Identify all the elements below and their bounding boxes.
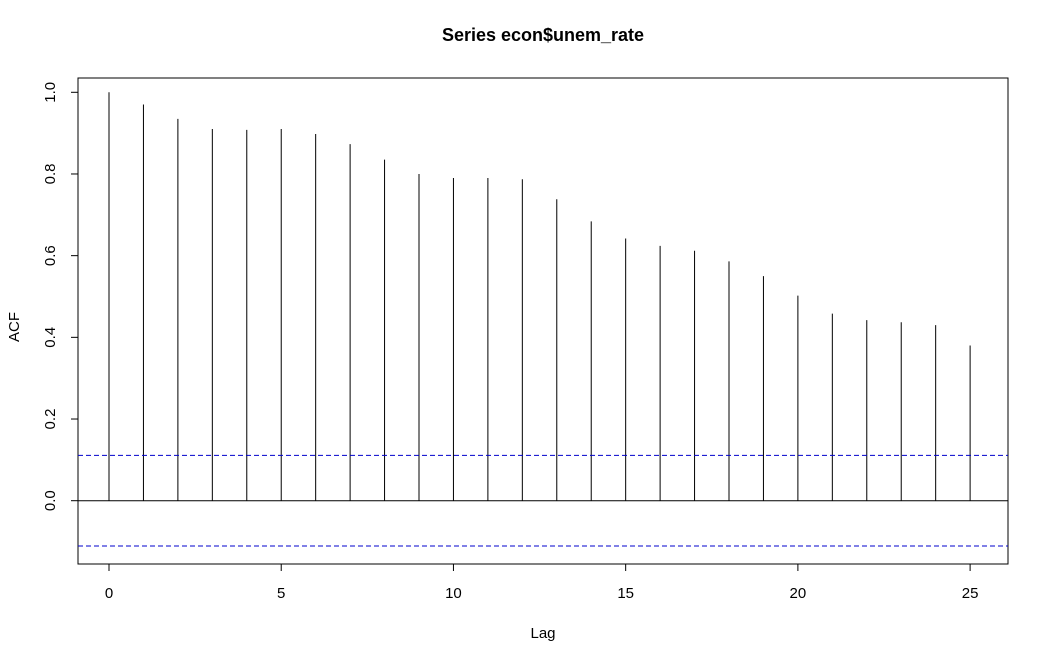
y-axis: 0.0 0.2 0.4 0.6 0.8 1.0 <box>42 82 79 511</box>
x-tick-label: 20 <box>790 585 807 602</box>
plot-frame <box>77 77 1009 565</box>
y-tick-label: 0.6 <box>42 245 59 266</box>
x-axis-label: Lag <box>530 625 555 642</box>
x-tick-label: 25 <box>962 585 979 602</box>
acf-bars <box>108 92 971 501</box>
x-tick-label: 15 <box>617 585 634 602</box>
y-tick-label: 0.0 <box>42 490 59 511</box>
y-axis-label: ACF <box>6 312 23 342</box>
chart-title: Series econ$unem_rate <box>442 25 644 45</box>
x-tick-label: 0 <box>105 585 113 602</box>
reference-lines <box>78 454 1008 547</box>
x-tick-label: 10 <box>445 585 462 602</box>
y-tick-label: 0.8 <box>42 164 59 185</box>
x-tick-label: 5 <box>277 585 285 602</box>
x-axis: 0 5 10 15 20 25 <box>105 563 979 602</box>
y-tick-label: 0.4 <box>42 327 59 348</box>
y-tick-label: 1.0 <box>42 82 59 103</box>
y-tick-label: 0.2 <box>42 409 59 430</box>
